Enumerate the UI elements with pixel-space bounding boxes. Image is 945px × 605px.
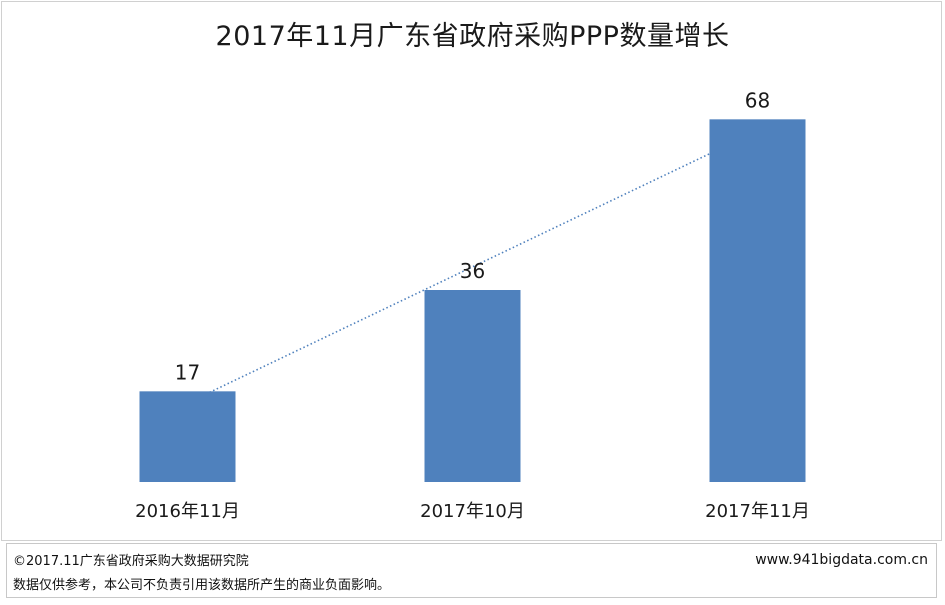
chart-title: 2017年11月广东省政府采购PPP数量增长 (215, 21, 730, 52)
footer: ©2017.11广东省政府采购大数据研究院 数据仅供参考，本公司不负责引用该数据… (6, 543, 937, 598)
trend-layer (209, 140, 736, 394)
bar-chart: 17 2016年11月 36 2017年10月 68 2017年11月 (135, 88, 810, 522)
bar-2 (709, 119, 806, 482)
bar-0 (139, 391, 236, 482)
trendline (209, 140, 736, 394)
data-label-1: 36 (460, 259, 485, 283)
footer-disclaimer: 数据仅供参考，本公司不负责引用该数据所产生的商业负面影响。 (13, 578, 391, 593)
bar-1 (424, 290, 521, 482)
labels-layer: 17 2016年11月 36 2017年10月 68 2017年11月 (135, 88, 810, 522)
category-label-0: 2016年11月 (135, 501, 240, 522)
footer-copyright: ©2017.11广东省政府采购大数据研究院 (13, 554, 249, 569)
footer-website: www.941bigdata.com.cn (755, 552, 928, 568)
category-label-2: 2017年11月 (705, 501, 810, 522)
data-label-2: 68 (745, 88, 770, 112)
bars-layer (139, 119, 806, 482)
category-label-1: 2017年10月 (420, 501, 525, 522)
data-label-0: 17 (175, 360, 200, 384)
